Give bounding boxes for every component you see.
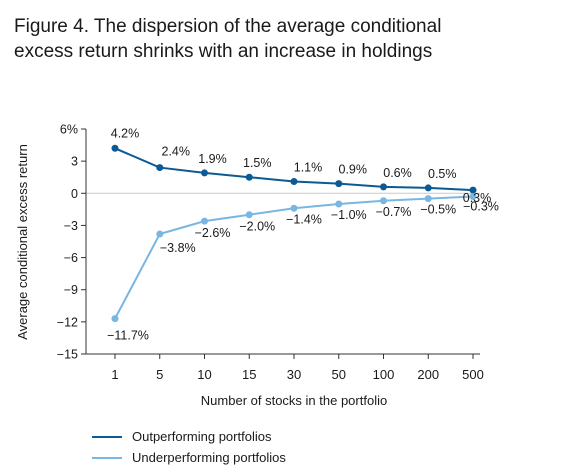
data-label-outperforming: 0.5% <box>428 167 457 181</box>
legend: Outperforming portfolios Underperforming… <box>92 426 286 468</box>
data-point-outperforming <box>201 169 208 177</box>
chart-title-line-1: Figure 4. The dispersion of the average … <box>14 16 442 37</box>
data-label-underperforming: −3.8% <box>160 241 196 255</box>
x-tick-label: 5 <box>156 367 163 382</box>
data-label-outperforming: 1.1% <box>294 161 323 175</box>
data-point-underperforming <box>245 211 253 219</box>
x-tick-label: 200 <box>417 367 439 382</box>
data-label-outperforming: 0.9% <box>339 163 368 177</box>
data-point-underperforming <box>380 197 387 205</box>
data-label-underperforming: −0.7% <box>376 205 412 219</box>
data-label-underperforming: −0.5% <box>420 203 456 217</box>
legend-label-outperforming: Outperforming portfolios <box>132 429 272 444</box>
data-label-underperforming: −11.7% <box>107 329 149 343</box>
data-label-outperforming: 2.4% <box>162 145 191 159</box>
data-point-underperforming <box>201 217 208 225</box>
data-point-outperforming <box>469 186 477 194</box>
data-point-outperforming <box>290 178 298 185</box>
x-tick-label: 50 <box>332 367 346 382</box>
chart-title: Figure 4. The dispersion of the average … <box>14 14 554 64</box>
legend-item-underperforming: Underperforming portfolios <box>92 447 286 468</box>
data-point-outperforming <box>424 184 432 192</box>
data-label-underperforming: −1.4% <box>286 212 322 226</box>
data-point-outperforming <box>380 183 387 191</box>
data-point-outperforming <box>245 173 253 181</box>
y-tick-label: 3 <box>71 155 78 169</box>
data-label-outperforming: 1.5% <box>243 156 272 170</box>
y-tick-label: −15 <box>57 348 78 362</box>
chart-title-line-2: excess return shrinks with an increase i… <box>14 41 433 62</box>
data-label-underperforming: −2.6% <box>195 226 231 240</box>
data-label-outperforming: 4.2% <box>111 126 140 140</box>
data-label-outperforming: 0.3% <box>463 191 492 205</box>
data-point-underperforming <box>424 195 432 203</box>
legend-swatch-outperforming <box>92 435 122 438</box>
x-tick-label: 10 <box>197 367 211 382</box>
y-tick-label: −6 <box>64 251 78 265</box>
x-tick-label: 500 <box>462 367 484 382</box>
y-tick-label: 6% <box>60 123 78 137</box>
data-label-outperforming: 0.6% <box>383 166 412 180</box>
data-label-outperforming: 1.9% <box>198 152 227 166</box>
data-point-underperforming <box>290 204 298 212</box>
data-point-underperforming <box>156 230 164 238</box>
data-point-underperforming <box>335 200 343 208</box>
data-point-outperforming <box>335 180 343 188</box>
legend-item-outperforming: Outperforming portfolios <box>92 426 286 447</box>
y-tick-label: −12 <box>57 315 78 329</box>
y-axis-title: Average conditional excess return <box>15 144 30 340</box>
data-point-underperforming <box>111 315 119 323</box>
x-axis-title: Number of stocks in the portfolio <box>201 393 387 408</box>
x-tick-label: 30 <box>287 367 301 382</box>
x-tick-label: 15 <box>242 367 256 382</box>
data-label-underperforming: −2.0% <box>239 220 275 234</box>
legend-swatch-underperforming <box>92 456 122 459</box>
y-tick-label: −9 <box>64 283 78 297</box>
line-chart: 6%30−3−6−9−12−151 5 10 15 30 50 100 200 500Numbe… <box>15 123 499 409</box>
x-tick-label: 1 <box>111 367 118 382</box>
data-point-underperforming <box>469 193 477 200</box>
data-label-underperforming: −1.0% <box>331 208 367 222</box>
x-tick-label: 100 <box>373 367 395 382</box>
data-point-outperforming <box>111 144 119 152</box>
y-tick-label: −3 <box>64 219 78 233</box>
y-tick-label: 0 <box>71 187 78 201</box>
data-label-underperforming: −0.3% <box>463 200 499 214</box>
legend-label-underperforming: Underperforming portfolios <box>132 450 286 465</box>
data-point-outperforming <box>156 164 164 172</box>
